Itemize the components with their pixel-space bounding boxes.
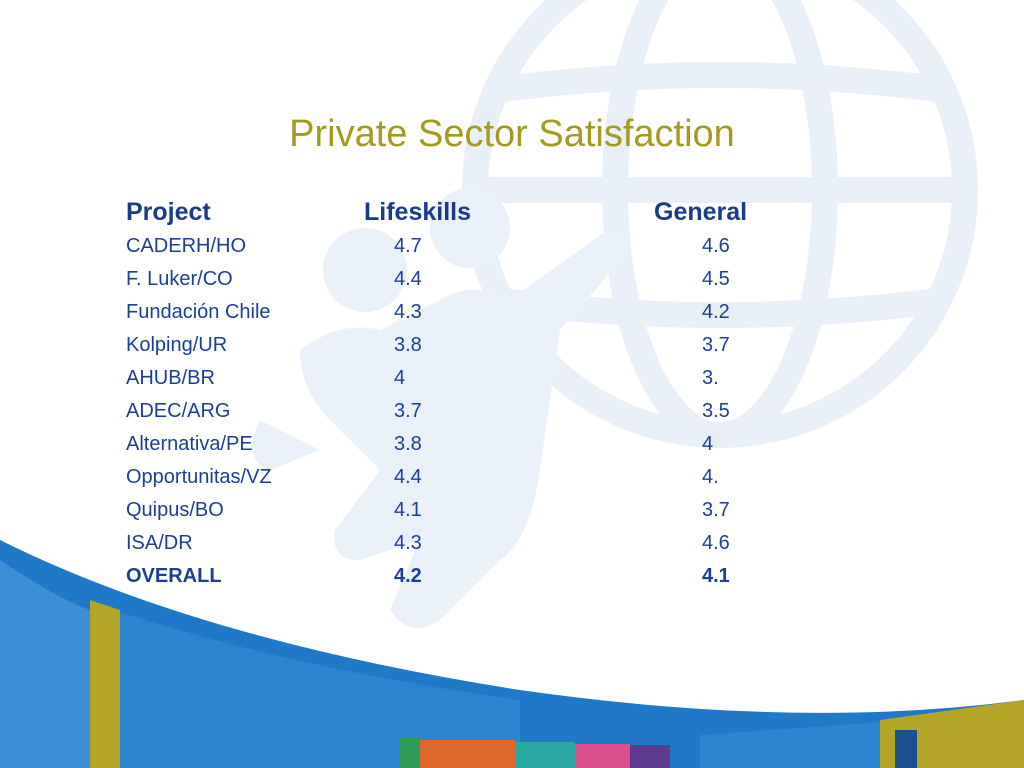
- project-name: Fundación Chile: [126, 301, 271, 323]
- project-name: Quipus/BO: [126, 499, 224, 521]
- project-name: Alternativa/PE: [126, 433, 253, 455]
- table-row: ISA/DR 4.3 4.6: [126, 527, 826, 560]
- table-row: Alternativa/PE 3.8 4: [126, 428, 826, 461]
- project-name: Kolping/UR: [126, 334, 228, 356]
- overall-general-score: 4.1: [702, 565, 730, 587]
- lifeskills-score: 4.4: [394, 268, 422, 290]
- project-name: ADEC/ARG: [126, 400, 231, 422]
- table-row: Quipus/BO 4.1 3.7: [126, 494, 826, 527]
- general-score: 4.5: [702, 268, 730, 290]
- general-score: 3.7: [702, 499, 730, 521]
- column-header-lifeskills: Lifeskills: [364, 198, 471, 226]
- lifeskills-score: 4: [394, 367, 406, 389]
- table-total-row: OVERALL 4.2 4.1: [126, 560, 826, 593]
- lifeskills-score: 4.4: [394, 466, 422, 488]
- general-score: 4.: [702, 466, 719, 488]
- lifeskills-score: 4.3: [394, 532, 422, 554]
- table-row: Fundación Chile 4.3 4.2: [126, 296, 826, 329]
- general-score: 3.: [702, 367, 719, 389]
- general-score: 4.6: [702, 532, 730, 554]
- project-name: ISA/DR: [126, 532, 193, 554]
- table-row: ADEC/ARG 3.7 3.5: [126, 395, 826, 428]
- table-row: AHUB/BR 4 3.: [126, 362, 826, 395]
- overall-label: OVERALL: [126, 565, 222, 587]
- general-score: 4.6: [702, 235, 730, 257]
- table-row: Kolping/UR 3.8 3.7: [126, 329, 826, 362]
- general-score: 3.7: [702, 334, 730, 356]
- project-name: CADERH/HO: [126, 235, 247, 257]
- project-name: AHUB/BR: [126, 367, 215, 389]
- table-header-row: Project Lifeskills General: [126, 194, 826, 230]
- lifeskills-score: 3.8: [394, 334, 422, 356]
- lifeskills-score: 4.1: [394, 499, 422, 521]
- overall-lifeskills-score: 4.2: [394, 565, 422, 587]
- general-score: 4: [702, 433, 714, 455]
- lifeskills-score: 3.8: [394, 433, 422, 455]
- column-header-project: Project: [126, 198, 211, 226]
- table-row: CADERH/HO 4.7 4.6: [126, 230, 826, 263]
- general-score: 4.2: [702, 301, 730, 323]
- project-name: F. Luker/CO: [126, 268, 233, 290]
- lifeskills-score: 4.3: [394, 301, 422, 323]
- lifeskills-score: 4.7: [394, 235, 422, 257]
- decorative-band: [0, 540, 1024, 768]
- table-row: F. Luker/CO 4.4 4.5: [126, 263, 826, 296]
- people-watermark: [252, 188, 630, 628]
- slide-title: Private Sector Satisfaction: [289, 113, 735, 155]
- table-row: Opportunitas/VZ 4.4 4.: [126, 461, 826, 494]
- project-name: Opportunitas/VZ: [126, 466, 272, 488]
- column-header-general: General: [654, 198, 748, 226]
- lifeskills-score: 3.7: [394, 400, 422, 422]
- satisfaction-table: Project Lifeskills General CADERH/HO 4.7…: [126, 194, 826, 593]
- general-score: 3.5: [702, 400, 730, 422]
